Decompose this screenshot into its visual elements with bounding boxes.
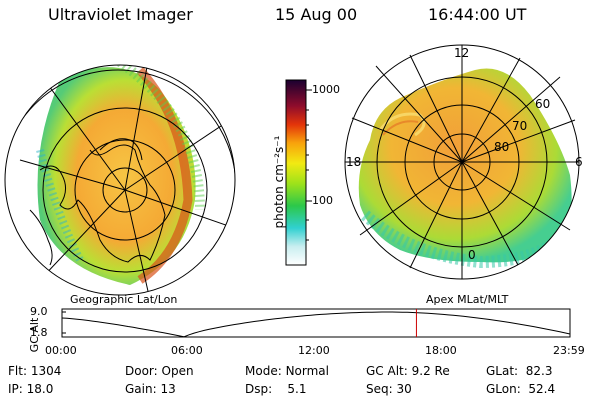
timeline-ytick-1.8: 1.8 <box>30 326 48 339</box>
info-gain-value: 13 <box>160 382 176 396</box>
mlat-label-80: 80 <box>494 140 510 154</box>
colorbar-tick-1000: 1000 <box>312 83 340 96</box>
colorbar-scale <box>285 79 307 266</box>
info-glon: GLon: 52.4 <box>486 382 555 396</box>
info-gain: Gain: 13 <box>125 382 176 396</box>
info-flt-label: Flt: <box>8 364 27 378</box>
info-mode-value: Normal <box>285 364 329 378</box>
info-ip-label: IP: <box>8 382 23 396</box>
info-mode: Mode: Normal <box>245 364 329 378</box>
timeline-frame <box>61 308 571 338</box>
info-glat: GLat: 82.3 <box>486 364 552 378</box>
right-panel-caption: Apex MLat/MLT <box>426 293 509 306</box>
info-glon-value: 52.4 <box>528 382 556 396</box>
info-ip-value: 18.0 <box>26 382 54 396</box>
mlat-label-70: 70 <box>512 119 528 133</box>
info-seq: Seq: 30 <box>366 382 412 396</box>
info-seq-label: Seq: <box>366 382 393 396</box>
time-label: 16:44:00 UT <box>428 5 527 24</box>
colorbar <box>285 79 312 266</box>
date-label: 15 Aug 00 <box>275 5 358 24</box>
info-glon-label: GLon: <box>486 382 521 396</box>
info-gcalt: GC Alt: 9.2 Re <box>366 364 450 378</box>
info-dsp: Dsp: 5.1 <box>245 382 307 396</box>
gc-alt-curve <box>61 311 571 338</box>
info-glat-value: 82.3 <box>525 364 553 378</box>
timeline-xtick-1200: 12:00 <box>298 344 330 357</box>
mlt-label-12: 12 <box>454 46 470 60</box>
timeline-xtick-1800: 18:00 <box>425 344 457 357</box>
timeline-xtick-0000: 00:00 <box>45 344 77 357</box>
info-gcalt-value: 9.2 Re <box>411 364 450 378</box>
mlat-label-60: 60 <box>535 97 551 111</box>
colorbar-unit-label: photon cm⁻²s⁻¹ <box>272 135 286 229</box>
info-door-label: Door: <box>125 364 158 378</box>
geographic-image <box>4 64 236 296</box>
mlt-label-6: 6 <box>575 155 583 169</box>
info-flt-value: 1304 <box>30 364 62 378</box>
aurora-oval-geo <box>37 67 196 285</box>
timeline-xtick-0600: 06:00 <box>171 344 203 357</box>
info-dsp-label: Dsp: <box>245 382 273 396</box>
left-panel-caption: Geographic Lat/Lon <box>70 293 178 306</box>
info-mode-label: Mode: <box>245 364 282 378</box>
mlat-mlt-grid <box>344 44 580 280</box>
timeline-ytick-9: 9.0 <box>30 305 48 318</box>
info-door: Door: Open <box>125 364 194 378</box>
info-gcalt-label: GC Alt: <box>366 364 408 378</box>
colorbar-tick-100: 100 <box>312 194 333 207</box>
info-flt: Flt: 1304 <box>8 364 61 378</box>
info-seq-value: 30 <box>396 382 412 396</box>
magnetic-image <box>344 44 580 280</box>
orbit-timeline <box>61 308 571 338</box>
mlt-label-0: 0 <box>468 248 476 262</box>
instrument-title: Ultraviolet Imager <box>48 5 193 24</box>
mlt-label-18: 18 <box>346 155 362 169</box>
info-ip: IP: 18.0 <box>8 382 53 396</box>
info-glat-label: GLat: <box>486 364 519 378</box>
timeline-xtick-2359: 23:59 <box>553 344 585 357</box>
info-gain-label: Gain: <box>125 382 157 396</box>
info-dsp-value: 5.1 <box>287 382 307 396</box>
aurora-oval-mag <box>358 68 572 263</box>
info-door-value: Open <box>161 364 194 378</box>
